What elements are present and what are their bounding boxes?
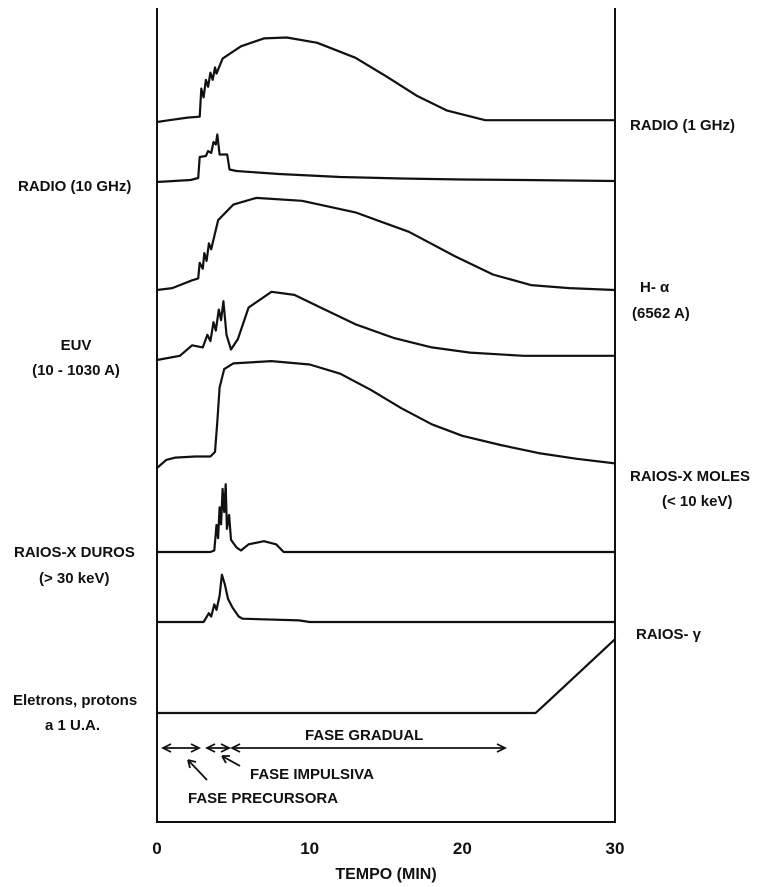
series-line-6 [155, 573, 617, 624]
x-axis-label: TEMPO (MIN) [335, 866, 436, 883]
x-tick-label: 0 [152, 839, 161, 858]
label-particles-line1: Eletrons, protons [13, 692, 137, 709]
arrowhead-left-icon [229, 743, 241, 753]
phase-gradual-label: FASE GRADUAL [305, 727, 423, 744]
label-euv-line1: EUV [61, 337, 92, 354]
impulsiva-pointer [221, 755, 241, 767]
traces-group [155, 36, 617, 715]
x-tick-label: 20 [453, 839, 472, 858]
series-line-2 [155, 196, 617, 292]
label-xray-soft-line2: (< 10 keV) [662, 493, 732, 510]
arrowhead-right-icon [190, 743, 202, 753]
series-line-3 [155, 290, 617, 362]
arrowhead-right-icon [220, 743, 232, 753]
series-line-1 [155, 133, 617, 184]
plot-frame [156, 8, 616, 823]
series-line-7 [155, 638, 617, 715]
label-radio-10ghz: RADIO (10 GHz) [18, 178, 131, 195]
series-line-0 [155, 36, 617, 124]
label-xray-hard-line1: RAIOS-X DUROS [14, 544, 135, 561]
arrowhead-right-icon [496, 743, 508, 753]
label-xray-soft-line1: RAIOS-X MOLES [630, 468, 750, 485]
label-xray-hard-line2: (> 30 keV) [39, 570, 109, 587]
label-radio-1ghz: RADIO (1 GHz) [630, 117, 735, 134]
label-gamma: RAIOS- γ [636, 626, 702, 643]
label-halpha-line1: H- α [640, 279, 670, 296]
x-tick-label: 30 [606, 839, 625, 858]
series-line-5 [155, 483, 617, 554]
label-particles-line2: a 1 U.A. [45, 717, 100, 734]
label-euv-line2: (10 - 1030 A) [32, 362, 120, 379]
pointer-head-icon [221, 755, 230, 764]
phase-annotations [160, 743, 508, 781]
x-tick-label: 10 [300, 839, 319, 858]
phase-precursora-label: FASE PRECURSORA [188, 790, 338, 807]
arrowhead-left-icon [204, 743, 216, 753]
phase-impulsiva-label: FASE IMPULSIVA [250, 766, 374, 783]
arrowhead-left-icon [160, 743, 172, 753]
precursora-pointer [187, 759, 208, 781]
label-halpha-line2: (6562 A) [632, 305, 690, 322]
pointer-head-icon [187, 759, 197, 769]
x-axis-ticks: 0 10 20 30 [152, 839, 624, 858]
series-line-4 [155, 360, 617, 470]
